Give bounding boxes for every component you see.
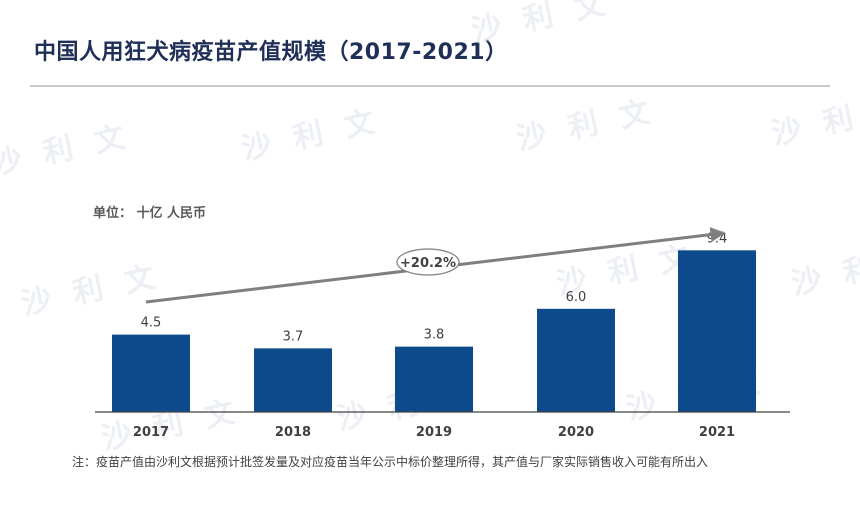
bar-2021 <box>678 250 756 412</box>
data-label-2019: 3.8 <box>424 328 445 343</box>
title-divider <box>30 85 830 87</box>
bar-2017 <box>112 334 190 412</box>
x-tick-label-2018: 2018 <box>275 425 311 440</box>
x-tick-label-2021: 2021 <box>699 425 735 440</box>
data-label-2017: 4.5 <box>141 316 162 331</box>
bar-2019 <box>395 346 473 412</box>
x-tick-label-2017: 2017 <box>133 425 169 440</box>
data-label-2020: 6.0 <box>566 290 587 305</box>
footnote: 注：疫苗产值由沙利文根据预计批签发量及对应疫苗当年公示中标价整理所得，其产值与厂… <box>72 455 709 469</box>
growth-label-bubble <box>396 248 460 276</box>
unit-label: 单位： 十亿 人民币 <box>93 206 207 221</box>
bar-2020 <box>537 308 615 412</box>
x-tick-label-2020: 2020 <box>558 425 594 440</box>
data-label-2018: 3.7 <box>283 329 304 344</box>
growth-label: +20.2% <box>400 256 456 271</box>
bar-2018 <box>254 348 332 412</box>
x-tick-label-2019: 2019 <box>416 425 452 440</box>
page-title: 中国人用狂犬病疫苗产值规模（2017-2021） <box>34 40 508 65</box>
